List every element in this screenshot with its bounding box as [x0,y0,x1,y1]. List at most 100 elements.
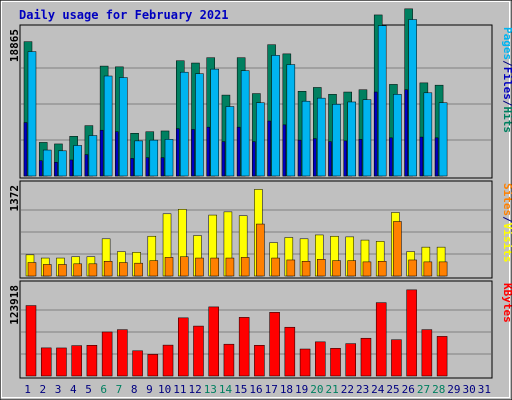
bar-sites-day-12 [195,257,204,277]
bar-files-day-25 [389,137,393,177]
bar-sites-day-17 [271,257,280,277]
bar-files-day-5 [84,154,89,177]
bar-sites-day-6 [103,260,113,277]
x-tick-label-27: 27 [417,383,430,396]
x-tick-label-26: 26 [402,383,415,396]
legend-sep: / [501,100,512,107]
bar-pages-day-5 [88,135,98,177]
x-tick-label-14: 14 [219,383,233,396]
bar-files-day-14 [221,141,226,177]
bar-pages-day-22 [347,101,356,177]
x-tick-label-23: 23 [356,383,369,396]
bar-pages-day-20 [317,97,326,177]
bar-files-day-16 [252,141,256,177]
bar-sites-day-22 [347,260,356,277]
bar-kbytes-day-17 [269,312,280,377]
bar-kbytes-day-25 [391,339,402,377]
bar-sites-day-8 [134,262,143,277]
bar-kbytes-day-19 [299,348,311,377]
bar-pages-day-18 [286,64,296,177]
bar-pages-day-2 [42,149,52,177]
bar-files-day-12 [191,129,195,177]
x-tick-label-16: 16 [249,383,262,396]
chart-title: Daily usage for February 2021 [19,8,229,22]
bar-sites-day-2 [42,264,52,277]
bar-files-day-8 [130,158,134,177]
bar-kbytes-day-15 [238,317,250,377]
bar-pages-day-21 [332,103,341,177]
panel-bottom: 123918 KBytes [8,280,512,379]
bar-sites-day-18 [286,259,296,277]
legend-visits: Visits [501,223,512,263]
x-tick-label-1: 1 [24,383,31,396]
bar-sites-day-3 [58,264,67,277]
bar-pages-day-16 [256,102,265,177]
bar-pages-day-24 [377,25,387,177]
bar-kbytes-day-7 [117,329,128,377]
bar-kbytes-day-18 [284,326,296,377]
bar-pages-day-9 [149,139,159,177]
bar-sites-day-21 [332,260,341,277]
bar-sites-day-20 [317,259,326,277]
x-tick-label-7: 7 [116,383,123,396]
bar-pages-day-1 [27,51,37,177]
bar-files-day-9 [145,157,150,177]
x-tick-label-10: 10 [158,383,171,396]
bar-sites-day-24 [377,260,387,277]
bar-pages-day-11 [180,71,189,177]
series-pages [27,19,448,177]
bar-kbytes-day-22 [345,343,356,377]
bar-pages-day-19 [301,100,311,177]
bar-sites-day-25 [393,221,402,277]
bar-kbytes-day-20 [315,341,326,377]
x-tick-label-28: 28 [432,383,445,396]
bar-sites-day-4 [73,263,82,277]
right-legend: Pages/Files/Hits [501,27,512,133]
bar-files-day-27 [419,136,424,177]
bar-kbytes-day-2 [40,347,52,377]
bar-pages-day-28 [438,102,448,177]
x-tick-label-30: 30 [463,383,476,396]
bar-sites-day-15 [240,257,250,277]
x-tick-label-11: 11 [173,383,186,396]
bar-files-day-11 [176,128,180,177]
bar-files-day-21 [328,141,332,177]
bar-kbytes-day-1 [25,305,37,377]
bar-kbytes-day-10 [162,344,174,377]
series-kbytes [25,289,448,377]
bar-kbytes-day-21 [330,348,341,377]
legend-kbytes: KBytes [501,283,512,323]
bar-files-day-10 [160,157,165,177]
bar-sites-day-16 [256,223,265,277]
bar-pages-day-17 [271,55,280,177]
x-tick-label-31: 31 [478,383,491,396]
bar-files-day-28 [434,137,439,177]
y-max-label: 18865 [8,29,21,62]
legend-sep: / [501,60,512,67]
bar-kbytes-day-12 [193,325,204,377]
day-labels: 1 2 3 4 5 6 7 8 9 10 11 12 13 14 15 16 17 18 19 20 21 22 23 24 2… [24,383,491,396]
bar-sites-day-26 [408,259,417,277]
bar-files-day-15 [236,126,241,177]
bar-sites-day-13 [210,257,219,277]
x-tick-label-2: 2 [40,383,47,396]
bar-pages-day-13 [210,68,219,177]
bar-sites-day-11 [180,256,189,277]
bar-kbytes-day-5 [86,345,98,377]
bar-files-day-6 [99,129,104,177]
x-tick-label-19: 19 [295,383,308,396]
x-tick-label-3: 3 [55,383,62,396]
bar-kbytes-day-27 [421,329,433,377]
bar-files-day-23 [358,139,363,177]
x-tick-label-13: 13 [204,383,217,396]
bar-files-day-13 [206,126,210,177]
x-tick-label-9: 9 [146,383,153,396]
bar-kbytes-day-4 [71,345,82,377]
bar-sites-day-14 [225,257,235,277]
x-tick-label-21: 21 [326,383,339,396]
bar-files-day-1 [23,122,28,177]
x-tick-label-6: 6 [100,383,107,396]
bar-kbytes-day-23 [360,337,372,377]
y-max-label: 123918 [8,285,21,325]
